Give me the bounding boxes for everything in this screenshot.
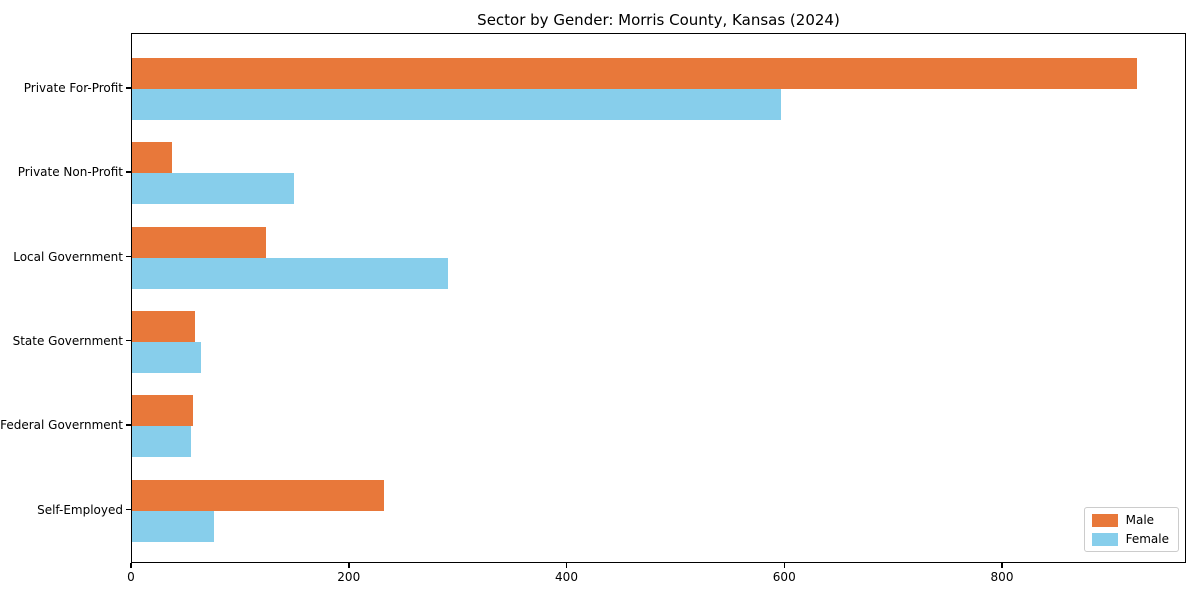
bar-male-private-for-profit [132,58,1137,89]
bar-male-state-government [132,310,195,342]
y-tick-label-state-government: State Government [12,333,123,348]
legend-item-male: Male [1091,513,1169,527]
x-tick-label-800: 800 [990,570,1014,584]
y-tick-label-private-for-profit: Private For-Profit [23,81,123,95]
x-tick-mark [348,563,350,568]
bar-female-private-for-profit [132,89,781,120]
bar-male-local-government [132,226,266,258]
chart-title: Sector by Gender: Morris County, Kansas … [477,11,840,29]
bar-female-local-government [132,257,448,289]
x-tick-mark [565,563,568,568]
y-tick-mark [126,339,131,342]
y-tick-mark [126,171,131,173]
legend-item-female: Female [1091,532,1169,546]
legend-swatch-female [1091,532,1118,546]
x-tick-label-0: 0 [127,570,135,584]
y-tick-label-self-employed: Self-Employed [37,502,123,517]
legend-swatch-male [1091,513,1118,527]
y-tick-label-private-non-profit: Private Non-Profit [17,165,123,180]
bar-female-self-employed [132,510,214,542]
y-tick-mark [126,87,131,89]
x-tick-label-600: 600 [772,570,796,584]
bar-female-private-non-profit [132,173,294,205]
legend-label-male: Male [1125,513,1155,527]
y-tick-mark [126,508,131,510]
x-tick-label-200: 200 [337,570,361,584]
x-tick-label-400: 400 [555,570,578,584]
x-tick-mark [130,563,132,568]
y-tick-label-local-government: Local Government [13,249,123,264]
bar-female-federal-government [132,426,191,458]
legend: Male Female [1083,507,1179,552]
y-tick-label-federal-government: Federal Government [0,418,123,433]
legend-label-female: Female [1125,532,1169,546]
bar-male-self-employed [132,479,384,511]
plot-area: Male Female [131,33,1186,563]
x-tick-mark [783,563,785,568]
x-tick-mark [1001,563,1003,568]
bar-female-state-government [132,341,201,373]
bar-male-federal-government [132,395,193,427]
y-tick-mark [126,255,131,258]
y-tick-mark [126,424,131,426]
bar-male-private-non-profit [132,142,172,174]
